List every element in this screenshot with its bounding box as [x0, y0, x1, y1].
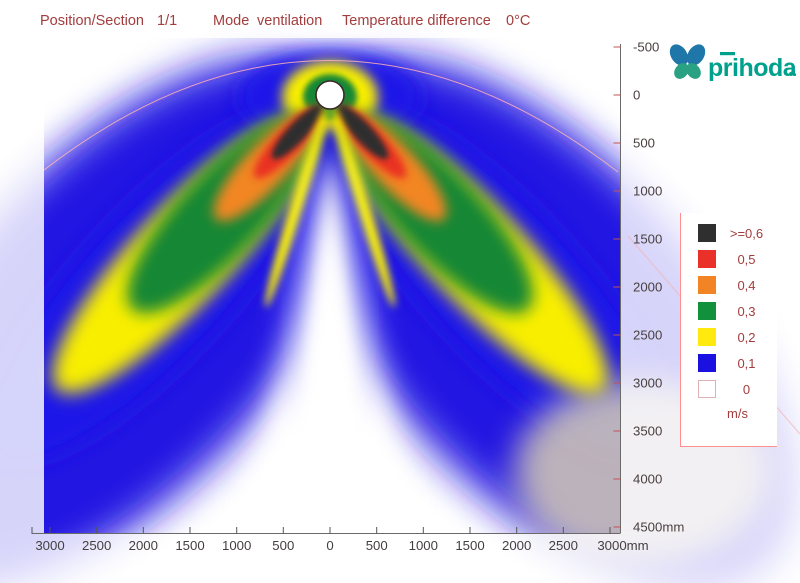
- horizontal-axis: 3000 2500 2000 1500 1000 500 0 500 1000 …: [31, 527, 649, 553]
- h-tick-label: 500: [366, 538, 388, 553]
- h-tick-label: 1500: [175, 538, 204, 553]
- v-tick-label: 0: [633, 88, 640, 103]
- legend-swatch: [698, 354, 716, 372]
- v-tick-label: 4500mm: [633, 520, 684, 535]
- legend-label: 0,3: [737, 303, 756, 319]
- section-value: 1/1: [157, 13, 178, 29]
- legend-label: 0: [742, 381, 751, 397]
- h-tick-label: 0: [326, 538, 333, 553]
- outlet-circle: [315, 80, 345, 110]
- v-tick-label: 1000: [633, 184, 662, 199]
- h-tick-label: 1000: [222, 538, 251, 553]
- v-tick-label: -500: [633, 40, 659, 55]
- logo-dot: [789, 72, 793, 76]
- legend-row: 0,1: [698, 354, 777, 372]
- horizontal-axis-labels: 3000 2500 2000 1500 1000 500 0 500 1000 …: [35, 538, 648, 553]
- v-tick-label: 2000: [633, 280, 662, 295]
- velocity-legend: >=0,6 0,5 0,4 0,3 0,2 0,1 0 m/s: [680, 213, 777, 447]
- v-tick-label: 1500: [633, 232, 662, 247]
- legend-swatch: [698, 302, 716, 320]
- h-tick-label: 1000: [409, 538, 438, 553]
- legend-label: 0,2: [737, 329, 756, 345]
- v-tick-label: 4000: [633, 472, 662, 487]
- mode-value: ventilation: [257, 13, 323, 29]
- logo-text: prihoda: [708, 54, 796, 82]
- legend-label: >=0,6: [729, 225, 764, 241]
- legend-row: 0,5: [698, 250, 777, 268]
- horizontal-axis-ticks: [31, 527, 611, 534]
- legend-row: 0,3: [698, 302, 777, 320]
- legend-label: 0,1: [737, 355, 756, 371]
- v-tick-label: 3500: [633, 424, 662, 439]
- butterfly-icon: [669, 39, 706, 79]
- section-label: Position/Section: [40, 13, 144, 29]
- vertical-axis-ticks: [613, 46, 621, 528]
- h-tick-label: 3000mm: [597, 538, 648, 553]
- h-tick-label: 2000: [129, 538, 158, 553]
- v-tick-label: 2500: [633, 328, 662, 343]
- legend-swatch: [698, 224, 716, 242]
- legend-swatch: [698, 250, 716, 268]
- legend-row: 0,4: [698, 276, 777, 294]
- h-tick-label: 500: [272, 538, 294, 553]
- vertical-axis: -500 0 500 1000 1500 2000 2500 3000 3500…: [613, 40, 684, 535]
- legend-row: 0,2: [698, 328, 777, 346]
- vertical-axis-labels: -500 0 500 1000 1500 2000 2500 3000 3500…: [633, 40, 684, 535]
- legend-swatch: [698, 380, 716, 398]
- temperature-value: 0°C: [506, 13, 531, 29]
- mode-label: Mode: [213, 13, 250, 29]
- v-tick-label: 3000: [633, 376, 662, 391]
- plume-boundary-contour: [44, 60, 619, 173]
- h-tick-label: 3000: [35, 538, 64, 553]
- h-tick-label: 2500: [549, 538, 578, 553]
- legend-swatch: [698, 328, 716, 346]
- legend-label: 0,5: [737, 251, 756, 267]
- h-tick-label: 2500: [82, 538, 111, 553]
- prihoda-logo: prihoda: [668, 39, 798, 88]
- temperature-label: Temperature difference: [342, 13, 491, 29]
- legend-row: >=0,6: [698, 224, 777, 242]
- legend-swatch: [698, 276, 716, 294]
- v-tick-label: 500: [633, 136, 655, 151]
- h-tick-label: 1500: [455, 538, 484, 553]
- logo-macron: [720, 52, 735, 56]
- legend-label: 0,4: [737, 277, 756, 293]
- legend-row: 0: [698, 380, 777, 398]
- legend-unit: m/s: [727, 406, 748, 421]
- h-tick-label: 2000: [502, 538, 531, 553]
